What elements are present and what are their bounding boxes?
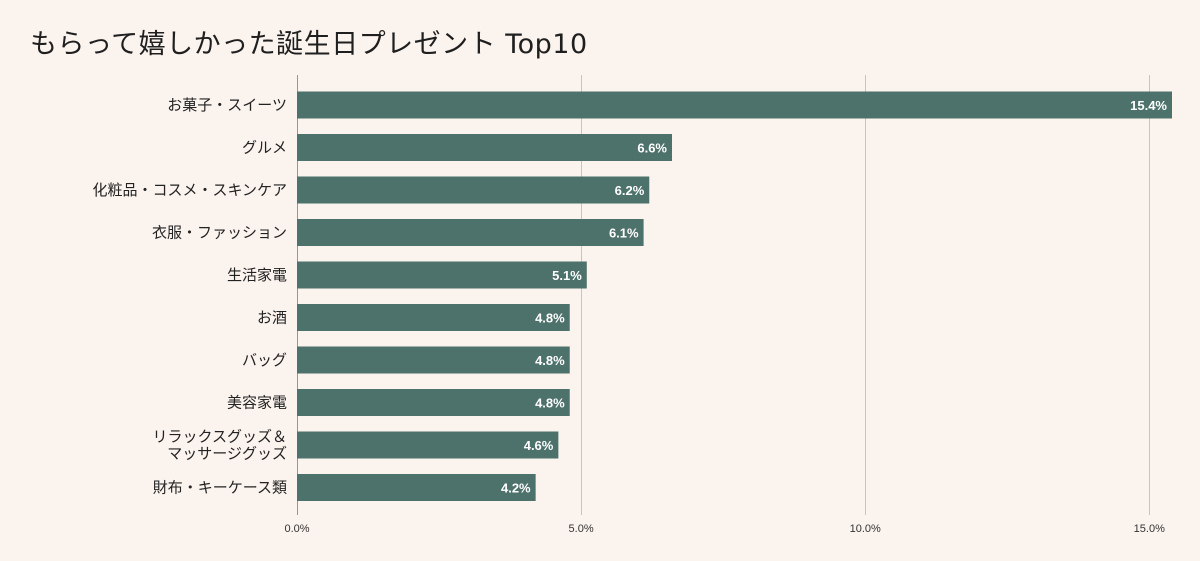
data-label: 4.6% <box>524 438 554 453</box>
x-tick-label: 15.0% <box>1134 523 1165 535</box>
category-label: 財布・キーケース類 <box>153 479 287 497</box>
x-tick-label: 5.0% <box>569 523 594 535</box>
data-label: 6.1% <box>609 226 639 241</box>
bar <box>297 431 559 459</box>
category-label: 美容家電 <box>227 394 287 412</box>
category-label: リラックスグッズ＆ <box>152 428 287 446</box>
bar <box>297 134 672 161</box>
category-label: バッグ <box>242 351 287 369</box>
bar <box>297 304 570 331</box>
bar <box>297 389 570 416</box>
category-label: 衣服・ファッション <box>152 224 287 242</box>
bar <box>297 346 570 374</box>
bar <box>297 474 536 501</box>
x-tick-label: 10.0% <box>850 523 881 535</box>
bar <box>297 176 650 204</box>
data-label: 15.4% <box>1130 98 1167 113</box>
data-label: 4.8% <box>535 311 565 326</box>
data-label: 4.8% <box>535 396 565 411</box>
category-label: お菓子・スイーツ <box>167 96 287 114</box>
bar <box>297 219 644 246</box>
category-label: お酒 <box>257 309 287 327</box>
data-label: 6.2% <box>615 183 645 198</box>
data-label: 4.2% <box>501 481 531 496</box>
data-label: 4.8% <box>535 353 565 368</box>
bar <box>297 261 587 289</box>
data-label: 5.1% <box>552 268 582 283</box>
category-label: グルメ <box>242 139 287 157</box>
bar <box>297 91 1172 119</box>
data-label: 6.6% <box>637 141 667 156</box>
category-label: 生活家電 <box>227 266 287 284</box>
x-tick-label: 0.0% <box>284 523 309 535</box>
category-label: 化粧品・コスメ・スキンケア <box>92 181 287 199</box>
chart-title: もらって嬉しかった誕生日プレゼント Top10 <box>30 29 588 60</box>
category-label: マッサージグッズ <box>167 445 287 463</box>
